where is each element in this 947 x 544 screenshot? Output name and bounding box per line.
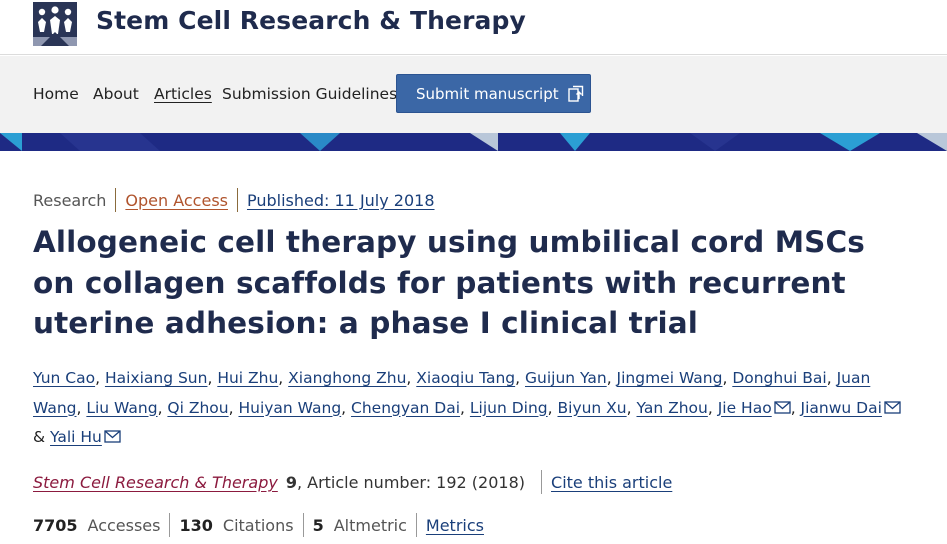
author-link[interactable]: Hui Zhu <box>217 369 279 387</box>
citations-count: 130 <box>179 515 213 535</box>
meta-divider <box>236 188 238 212</box>
journal-name[interactable]: Stem Cell Research & Therapy <box>96 6 526 35</box>
journal-logo-icon[interactable] <box>33 2 77 46</box>
published-date-link[interactable]: Published: 11 July 2018 <box>246 190 435 210</box>
author-link[interactable]: Xiaoqiu Tang <box>416 369 516 387</box>
author-link[interactable]: Yan Zhou <box>636 398 708 417</box>
author-link[interactable]: Yali Hu <box>50 428 102 446</box>
author-link[interactable]: Biyun Xu <box>557 398 627 417</box>
citation-divider <box>541 470 543 494</box>
nav-submission-guidelines[interactable]: Submission Guidelines <box>222 85 398 103</box>
meta-divider <box>115 188 117 212</box>
metrics-link[interactable]: Metrics <box>425 515 484 535</box>
author-link[interactable]: Haixiang Sun <box>104 369 208 387</box>
nav-home[interactable]: Home <box>33 85 79 103</box>
altmetric-label: Altmetric <box>333 515 407 535</box>
author-link[interactable]: Xianghong Zhu <box>288 369 407 387</box>
author-link[interactable]: Juan Wang <box>33 369 871 417</box>
cite-this-article-link[interactable]: Cite this article <box>551 472 673 492</box>
mail-icon[interactable] <box>774 400 791 414</box>
author-link[interactable]: Jie Hao <box>717 398 772 417</box>
metrics-divider <box>169 513 171 537</box>
nav-about[interactable]: About <box>93 85 139 103</box>
author-link[interactable]: Jingmei Wang <box>616 369 723 387</box>
decorative-banner <box>0 133 947 151</box>
mail-icon[interactable] <box>104 430 121 443</box>
author-link[interactable]: Guijun Yan <box>525 369 607 387</box>
article-number: , Article number: 192 (2018) <box>296 472 526 492</box>
author-link[interactable]: Yun Cao <box>33 369 96 387</box>
citations-label: Citations <box>222 515 294 535</box>
author-link[interactable]: Chengyan Dai <box>351 398 461 417</box>
author-link[interactable]: Donghui Bai <box>732 369 827 387</box>
author-link[interactable]: Liu Wang <box>86 398 158 417</box>
altmetric-count: 5 <box>312 515 324 535</box>
journal-citation-link[interactable]: Stem Cell Research & Therapy <box>33 472 278 492</box>
main-nav: Home About Articles Submission Guideline… <box>0 56 947 133</box>
article-meta: Research Open Access Published: 11 July … <box>33 188 435 212</box>
volume-number: 9 <box>285 472 297 492</box>
author-link[interactable]: Huiyan Wang <box>238 398 342 417</box>
nav-articles[interactable]: Articles <box>154 85 212 103</box>
external-submit-icon <box>567 85 583 102</box>
author-link[interactable]: Jianwu Dai <box>800 398 882 417</box>
accesses-count: 7705 <box>33 515 78 535</box>
author-link[interactable]: Qi Zhou <box>167 398 229 417</box>
brand-header: Stem Cell Research & Therapy <box>0 0 947 55</box>
metrics-divider <box>415 513 417 537</box>
open-access-link[interactable]: Open Access <box>125 190 228 210</box>
accesses-label: Accesses <box>87 515 161 535</box>
metrics-bar: 7705 Accesses 130 Citations 5 Altmetric … <box>33 513 484 537</box>
article-title: Allogeneic cell therapy using umbilical … <box>33 225 865 340</box>
mail-icon[interactable] <box>884 400 901 414</box>
metrics-divider <box>302 513 304 537</box>
author-link[interactable]: Lijun Ding <box>469 398 548 417</box>
article-type: Research <box>33 190 107 210</box>
submit-manuscript-button[interactable]: Submit manuscript <box>396 74 591 113</box>
submit-manuscript-label: Submit manuscript <box>416 84 559 103</box>
citation-line: Stem Cell Research & Therapy 9 , Article… <box>33 470 672 494</box>
author-list: Yun Cao, Haixiang Sun, Hui Zhu, Xianghon… <box>33 364 913 453</box>
